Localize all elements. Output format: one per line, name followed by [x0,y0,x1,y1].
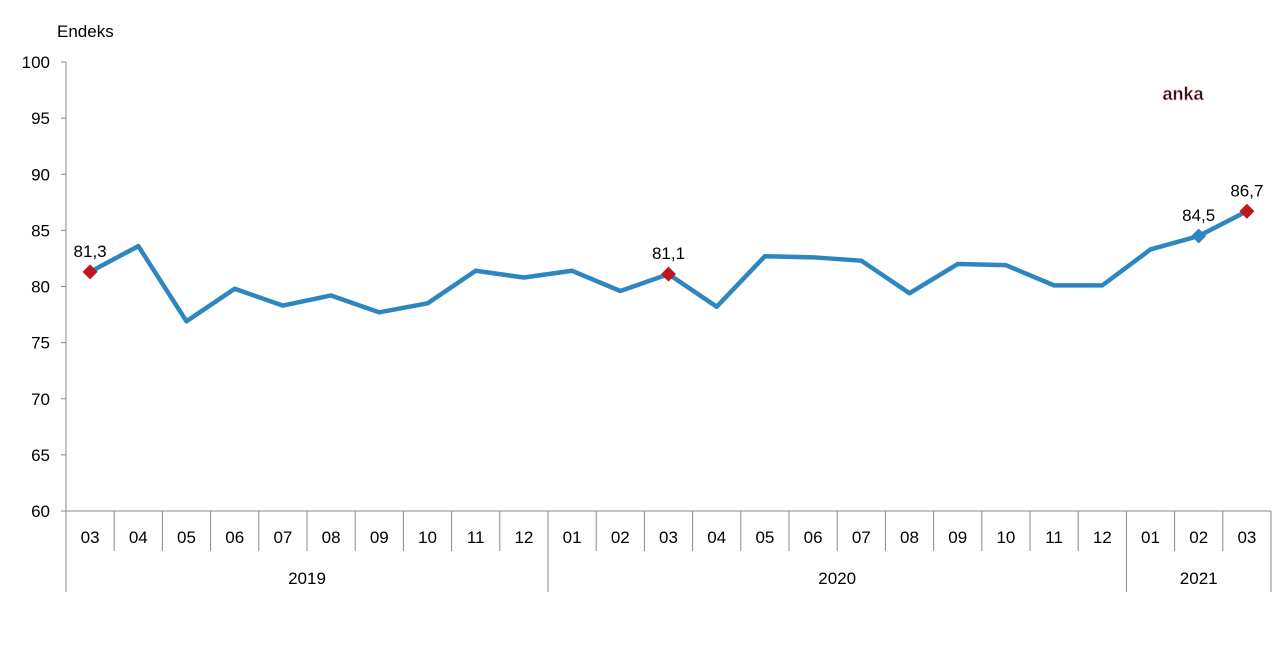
x-tick-label: 11 [1045,528,1063,547]
x-tick-label: 03 [659,528,678,547]
x-tick-label: 09 [948,528,967,547]
x-tick-label: 06 [804,528,823,547]
y-tick-label: 60 [31,502,50,521]
x-tick-label: 05 [755,528,774,547]
year-label: 2020 [818,569,856,588]
x-tick-label: 03 [1237,528,1256,547]
series-line [90,211,1247,321]
x-tick-label: 10 [996,528,1015,547]
x-tick-label: 12 [1093,528,1112,547]
x-tick-label: 04 [129,528,148,547]
y-tick-label: 75 [31,334,50,353]
x-tick-label: 01 [1141,528,1160,547]
data-label: 86,7 [1230,181,1263,200]
y-tick-label: 70 [31,390,50,409]
x-tick-label: 04 [707,528,726,547]
data-marker [1191,228,1206,243]
y-tick-label: 65 [31,446,50,465]
x-tick-label: 06 [225,528,244,547]
x-tick-label: 10 [418,528,437,547]
y-tick-label: 90 [31,165,50,184]
x-tick-label: 02 [611,528,630,547]
data-label: 81,3 [74,242,107,261]
x-tick-label: 12 [514,528,533,547]
x-tick-label: 09 [370,528,389,547]
y-tick-label: 85 [31,221,50,240]
x-tick-label: 03 [81,528,100,547]
x-tick-label: 08 [900,528,919,547]
year-label: 2019 [288,569,326,588]
data-marker [1239,204,1254,219]
watermark-logo: anka [1162,84,1204,104]
x-tick-label: 11 [467,528,485,547]
y-axis-label: Endeks [57,22,114,41]
x-tick-label: 07 [273,528,292,547]
x-tick-label: 07 [852,528,871,547]
x-tick-label: 02 [1189,528,1208,547]
x-tick-label: 05 [177,528,196,547]
y-tick-label: 80 [31,278,50,297]
data-label: 84,5 [1182,206,1215,225]
y-tick-label: 95 [31,109,50,128]
x-tick-label: 08 [322,528,341,547]
year-label: 2021 [1180,569,1218,588]
x-tick-label: 01 [563,528,582,547]
data-label: 81,1 [652,244,685,263]
y-tick-label: 100 [22,53,50,72]
